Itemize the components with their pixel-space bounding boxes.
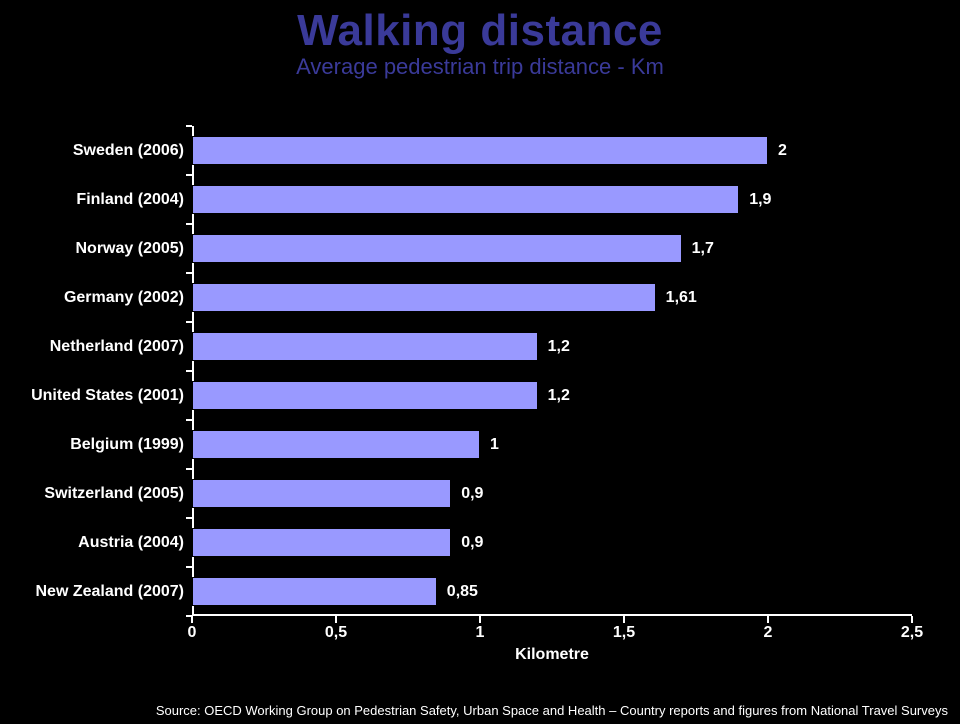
x-tick	[191, 616, 193, 623]
y-tick	[186, 223, 192, 225]
category-label: Austria (2004)	[78, 534, 184, 552]
category-label: New Zealand (2007)	[36, 583, 185, 601]
y-tick	[186, 125, 192, 127]
y-tick	[186, 321, 192, 323]
x-tick	[767, 616, 769, 623]
value-label: 1,9	[749, 191, 771, 209]
x-tick-label: 1,5	[613, 624, 635, 642]
y-tick	[186, 566, 192, 568]
category-label: Switzerland (2005)	[44, 485, 184, 503]
value-label: 0,9	[461, 485, 483, 503]
category-label: Finland (2004)	[76, 191, 184, 209]
category-label: United States (2001)	[31, 387, 184, 405]
value-label: 1	[490, 436, 499, 454]
bar	[192, 430, 480, 459]
value-label: 1,2	[548, 338, 570, 356]
bar	[192, 283, 656, 312]
x-tick-label: 1	[476, 624, 485, 642]
x-tick	[911, 616, 913, 623]
bar	[192, 185, 739, 214]
bar	[192, 479, 451, 508]
y-tick	[186, 517, 192, 519]
bar	[192, 381, 538, 410]
bar	[192, 332, 538, 361]
x-tick-label: 2	[764, 624, 773, 642]
title-block: Walking distance Average pedestrian trip…	[0, 0, 960, 80]
category-label: Norway (2005)	[76, 240, 185, 258]
y-tick	[186, 370, 192, 372]
y-tick	[186, 174, 192, 176]
category-label: Germany (2002)	[64, 289, 184, 307]
x-axis	[192, 614, 912, 616]
category-label: Netherland (2007)	[50, 338, 184, 356]
x-tick-label: 2,5	[901, 624, 923, 642]
x-tick	[623, 616, 625, 623]
bar	[192, 234, 682, 263]
x-tick-label: 0,5	[325, 624, 347, 642]
x-tick-label: 0	[188, 624, 197, 642]
x-axis-title: Kilometre	[515, 646, 589, 664]
value-label: 0,9	[461, 534, 483, 552]
source-text: Source: OECD Working Group on Pedestrian…	[156, 703, 948, 718]
bar	[192, 528, 451, 557]
x-tick	[335, 616, 337, 623]
value-label: 1,2	[548, 387, 570, 405]
chart-subtitle: Average pedestrian trip distance - Km	[0, 54, 960, 80]
bar	[192, 136, 768, 165]
value-label: 1,61	[666, 289, 697, 307]
value-label: 0,85	[447, 583, 478, 601]
y-tick	[186, 468, 192, 470]
y-tick	[186, 419, 192, 421]
y-tick	[186, 272, 192, 274]
chart-area: 0 0,5 1 1,5 2 2,5 Kilometre 2 1,9 1,7 1,61 1,2 1,2 1 0…	[0, 126, 960, 672]
plot-region: 00,511,522,5Kilometre21,91,71,611,21,210…	[192, 126, 912, 616]
value-label: 1,7	[692, 240, 714, 258]
value-label: 2	[778, 142, 787, 160]
x-tick	[479, 616, 481, 623]
category-label: Sweden (2006)	[73, 142, 184, 160]
bar	[192, 577, 437, 606]
chart-title: Walking distance	[0, 6, 960, 56]
category-label: Belgium (1999)	[70, 436, 184, 454]
